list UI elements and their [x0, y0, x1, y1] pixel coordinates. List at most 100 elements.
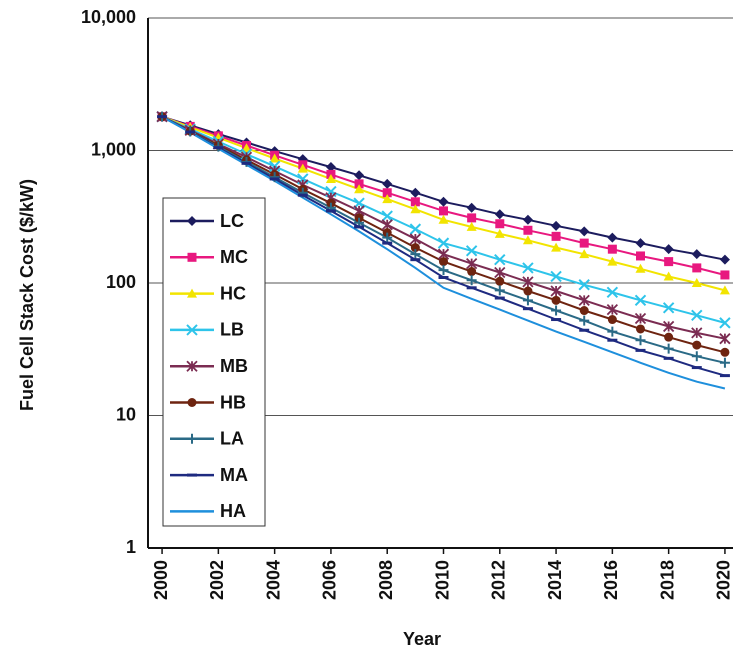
y-tick-label: 10,000 — [81, 7, 136, 27]
legend-entries: LC MC HC LB MB HB LA MA HA — [170, 211, 248, 521]
marker — [495, 219, 505, 229]
marker — [382, 188, 392, 198]
marker — [692, 263, 702, 273]
legend-label: LB — [220, 320, 244, 340]
marker — [466, 221, 477, 231]
marker — [382, 178, 393, 189]
x-tick-label: 2016 — [601, 560, 621, 600]
marker — [382, 228, 392, 238]
legend-label: HA — [220, 501, 246, 521]
marker — [409, 233, 421, 245]
marker — [636, 251, 645, 261]
marker — [522, 262, 534, 274]
marker — [579, 226, 590, 237]
marker — [439, 206, 448, 216]
marker — [662, 302, 675, 314]
marker — [578, 294, 590, 306]
marker — [494, 266, 506, 279]
marker — [467, 267, 477, 277]
y-tick-label: 1 — [126, 537, 136, 557]
marker — [381, 219, 393, 231]
marker — [465, 245, 478, 257]
marker — [635, 238, 646, 249]
marker — [187, 433, 197, 444]
x-tick-label: 2012 — [489, 560, 509, 600]
marker — [691, 309, 703, 322]
marker — [354, 170, 365, 181]
marker — [522, 276, 534, 288]
marker — [466, 202, 477, 213]
x-tick-label: 2002 — [207, 560, 227, 600]
x-axis-label: Year — [403, 629, 441, 649]
x-tick-label: 2000 — [151, 560, 171, 600]
marker — [187, 252, 197, 262]
marker — [354, 184, 365, 194]
marker — [664, 257, 674, 267]
marker — [410, 204, 421, 214]
marker — [522, 235, 533, 245]
marker — [634, 312, 647, 325]
legend — [162, 197, 266, 527]
marker — [522, 214, 533, 225]
marker — [410, 187, 421, 198]
x-tick-label: 2014 — [545, 560, 565, 600]
marker — [186, 360, 198, 372]
marker — [691, 249, 702, 260]
marker — [663, 343, 674, 354]
marker — [187, 216, 197, 226]
marker — [523, 225, 533, 235]
marker — [579, 249, 590, 259]
marker — [635, 335, 646, 346]
marker — [382, 194, 393, 204]
marker — [551, 295, 561, 305]
marker — [664, 332, 674, 342]
y-axis-label: Fuel Cell Stack Cost ($/kW) — [17, 179, 37, 411]
marker — [439, 257, 448, 267]
marker — [719, 333, 731, 345]
series-line — [161, 115, 726, 390]
legend-label: LC — [220, 211, 244, 231]
legend-label: LA — [220, 429, 244, 449]
marker — [579, 238, 589, 248]
marker — [719, 285, 730, 295]
marker — [635, 263, 646, 273]
x-tick-label: 2010 — [432, 560, 452, 600]
marker — [409, 223, 422, 235]
marker — [663, 271, 674, 281]
marker — [410, 197, 420, 207]
legend-label: HC — [220, 283, 246, 303]
marker — [438, 214, 449, 224]
legend-label: MC — [220, 247, 248, 267]
marker — [438, 265, 449, 276]
marker — [466, 258, 478, 270]
marker — [550, 285, 562, 297]
marker — [719, 254, 730, 265]
y-tick-label: 100 — [106, 272, 136, 292]
marker — [522, 295, 533, 306]
marker — [494, 285, 505, 296]
marker — [634, 294, 647, 307]
marker — [720, 270, 730, 280]
marker — [382, 232, 393, 243]
legend-label: MA — [220, 465, 248, 485]
marker — [466, 275, 477, 286]
plot-area — [156, 110, 731, 390]
marker — [691, 327, 703, 339]
marker — [241, 143, 252, 153]
marker — [607, 244, 617, 254]
marker — [494, 209, 505, 220]
marker — [187, 288, 197, 298]
marker — [578, 279, 590, 291]
x-tick-label: 2020 — [714, 560, 733, 600]
marker — [494, 253, 506, 266]
marker — [579, 315, 590, 326]
marker — [551, 242, 562, 252]
x-tick-label: 2004 — [263, 560, 283, 600]
marker — [325, 162, 336, 173]
marker — [607, 315, 617, 325]
marker — [325, 173, 336, 183]
marker — [607, 232, 618, 243]
marker — [691, 278, 702, 287]
marker — [719, 317, 731, 329]
